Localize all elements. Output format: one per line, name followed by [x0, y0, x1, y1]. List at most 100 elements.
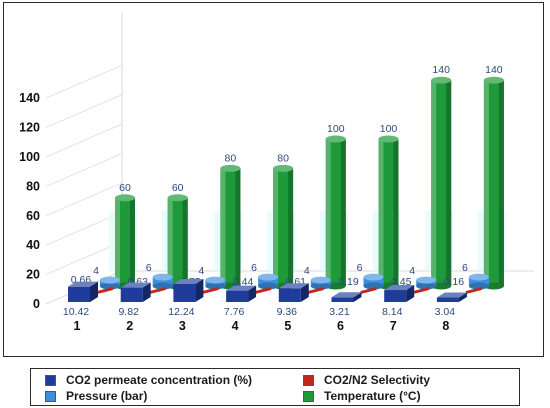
co2-concentration-data-label: 3.04	[435, 306, 456, 318]
temperature-data-label: 100	[327, 123, 345, 135]
co2-concentration-bar	[331, 297, 354, 302]
temperature-bar-top	[273, 164, 294, 172]
selectivity-bar	[97, 287, 113, 294]
legend-label-selectivity: CO2/N2 Selectivity	[324, 373, 431, 387]
co2-concentration-bar-side	[458, 292, 467, 302]
temperature-bar-highlight	[273, 168, 279, 286]
legend-label-temperature: Temperature (°C)	[324, 389, 421, 403]
pressure-data-label: 4	[93, 265, 99, 277]
temperature-bar-highlight	[483, 80, 489, 286]
selectivity-bar	[413, 287, 430, 294]
co2-concentration-bar-top	[120, 282, 151, 288]
selectivity-data-label: 0.19	[338, 276, 359, 288]
co2-concentration-bar-top	[331, 292, 362, 298]
temperature-bar-top	[167, 194, 188, 202]
co2-concentration-bar-top	[436, 292, 467, 298]
pressure-data-label: 6	[146, 262, 152, 274]
legend-item-co2-concentration: CO2 permeate concentration (%)	[45, 373, 252, 387]
temperature-data-label: 80	[225, 152, 237, 164]
co2-concentration-bar-top	[384, 285, 415, 291]
y-tick-label: 20	[26, 268, 40, 282]
temperature-data-label: 60	[119, 182, 131, 194]
legend-swatch-temperature	[303, 390, 314, 402]
co2-concentration-bar-top	[278, 283, 309, 289]
x-tick-label: 1	[74, 319, 81, 333]
selectivity-bar	[307, 287, 324, 294]
legend-item-pressure: Pressure (bar)	[45, 389, 147, 403]
co2-concentration-bar	[173, 284, 196, 302]
pressure-bar-base	[416, 282, 437, 290]
co2-concentration-data-label: 8.14	[382, 306, 403, 318]
co2-concentration-bar	[278, 288, 301, 302]
selectivity-data-label: 0.45	[391, 276, 412, 288]
pressure-bar-top	[205, 276, 226, 284]
co2-concentration-bar	[384, 290, 407, 302]
temperature-bar-highlight	[378, 139, 384, 286]
x-tick-label: 4	[232, 319, 239, 333]
pressure-bar	[258, 277, 279, 286]
y-tick-label: 120	[19, 121, 40, 135]
pressure-data-label: 4	[198, 265, 204, 277]
legend-item-temperature: Temperature (°C)	[303, 389, 421, 403]
co2-concentration-data-label: 9.82	[118, 306, 139, 318]
co2-concentration-bar	[226, 290, 249, 302]
co2-concentration-bar-side	[353, 292, 362, 302]
pressure-bar-top	[100, 276, 120, 284]
pressure-bar-base	[363, 282, 384, 290]
x-tick-label: 3	[179, 319, 186, 333]
temperature-bar-shadow	[498, 80, 504, 286]
chart-svg: 0 20 40 60 80 100 120 140 60 60 80 80 100 100 140 140 4 6…	[19, 13, 534, 333]
temperature-bar-highlight	[220, 168, 226, 286]
legend-swatch-co2-concentration	[45, 374, 56, 386]
temperature-bar-shadow	[235, 168, 241, 286]
pressure-data-label: 4	[409, 265, 415, 277]
temperature-bar-shadow	[393, 139, 399, 286]
co2-concentration-bar	[436, 297, 459, 302]
co2-concentration-data-label: 9.36	[277, 306, 298, 318]
pressure-data-label: 4	[304, 265, 310, 277]
pressure-data-label: 6	[251, 262, 257, 274]
temperature-bar-highlight	[325, 139, 331, 286]
temperature-bar-shadow	[340, 139, 346, 286]
temperature-bar-shadow	[288, 168, 294, 286]
selectivity-data-label: 0.44	[233, 276, 254, 288]
y-tick-label: 80	[26, 179, 40, 193]
selectivity-bar	[202, 287, 219, 294]
x-tick-label: 7	[390, 319, 397, 333]
co2-concentration-data-label: 3.21	[329, 306, 350, 318]
co2-concentration-bar-side	[142, 282, 151, 302]
side-wall-line	[45, 94, 123, 129]
co2-concentration-bar-top	[226, 285, 257, 291]
pressure-bar-top	[416, 276, 437, 284]
x-tick-label: 6	[337, 319, 344, 333]
co2-concentration-bar	[120, 287, 143, 302]
temperature-bar-top	[220, 164, 241, 172]
pressure-bar-top	[258, 273, 279, 281]
legend-label-pressure: Pressure (bar)	[66, 389, 148, 403]
y-tick-label: 0	[33, 297, 40, 311]
pressure-bar-top	[363, 273, 384, 281]
co2-concentration-bar-side	[406, 285, 415, 302]
pressure-bar-base	[152, 282, 173, 290]
co2-concentration-bar-side	[90, 281, 98, 302]
temperature-bar-shadow	[182, 197, 188, 286]
selectivity-bar	[360, 287, 377, 294]
temperature-bar-top	[325, 135, 346, 143]
selectivity-bar	[255, 287, 272, 294]
pressure-bar-base	[468, 282, 489, 290]
temperature-bar-highlight	[167, 197, 173, 286]
side-wall-line	[45, 64, 123, 99]
legend: CO2 permeate concentration (%) CO2/N2 Se…	[30, 368, 520, 406]
temperature-bar-top	[115, 194, 135, 202]
pressure-bar-top	[152, 273, 173, 281]
legend-label-co2-concentration: CO2 permeate concentration (%)	[66, 373, 253, 387]
y-tick-label: 60	[26, 209, 40, 223]
co2-concentration-data-label: 12.24	[168, 306, 194, 318]
pressure-data-label: 6	[462, 262, 468, 274]
temperature-bar-top	[483, 76, 504, 84]
temperature-data-label: 60	[172, 182, 184, 194]
x-tick-label: 8	[442, 319, 449, 333]
co2-concentration-bar-side	[195, 279, 204, 302]
legend-item-selectivity: CO2/N2 Selectivity	[303, 373, 430, 387]
temperature-bar-highlight	[431, 80, 437, 286]
